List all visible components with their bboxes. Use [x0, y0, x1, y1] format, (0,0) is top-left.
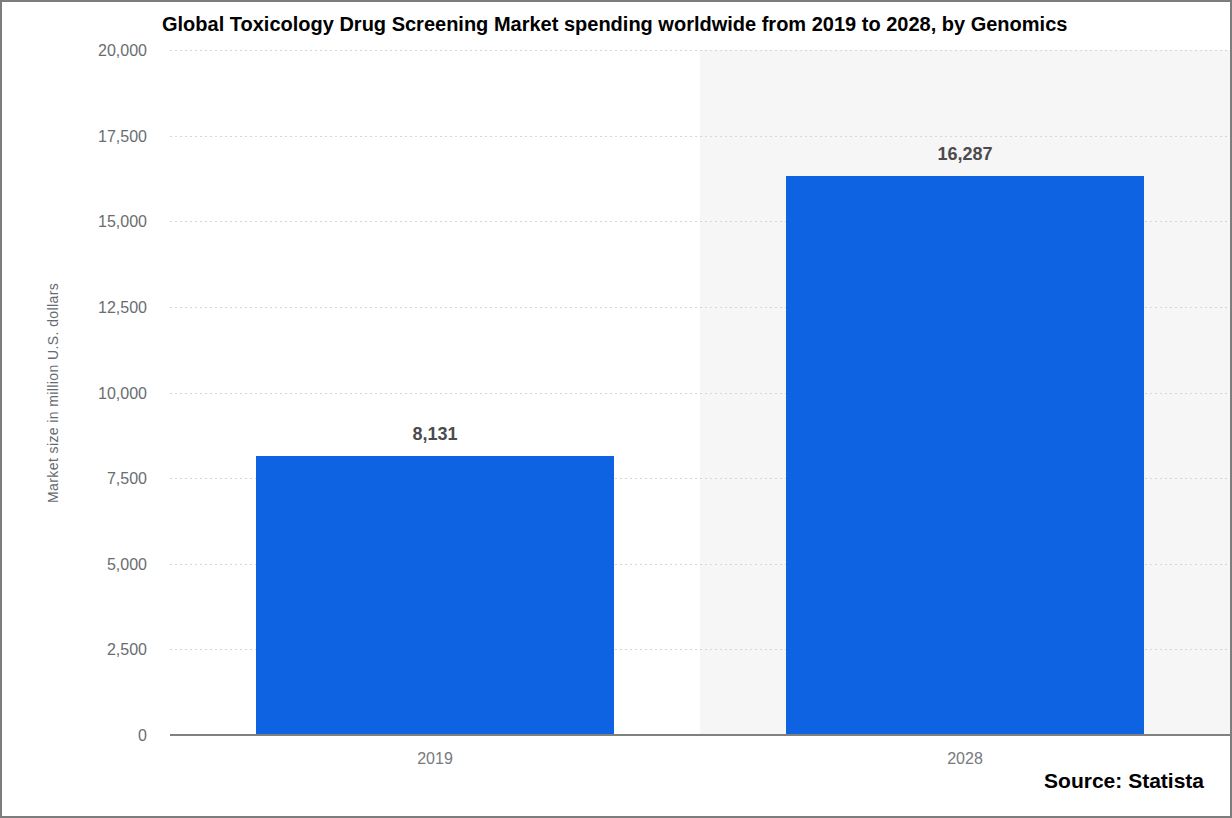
- bar-value-label: 16,287: [855, 144, 1075, 165]
- bar-2019[interactable]: [256, 456, 614, 734]
- y-tick-label: 0: [2, 726, 147, 745]
- y-tick-label: 10,000: [2, 384, 147, 403]
- source-attribution: Source: Statista: [1044, 769, 1204, 793]
- y-tick-label: 15,000: [2, 212, 147, 231]
- chart-frame: Global Toxicology Drug Screening Market …: [0, 0, 1232, 818]
- y-tick-label: 2,500: [2, 640, 147, 659]
- y-tick-label: 20,000: [2, 41, 147, 60]
- y-tick-label: 17,500: [2, 127, 147, 146]
- grid-line: [170, 50, 1230, 51]
- grid-line: [170, 136, 1230, 137]
- x-axis-label-2028: 2028: [855, 750, 1075, 768]
- bar-2028[interactable]: [786, 176, 1144, 734]
- chart-title: Global Toxicology Drug Screening Market …: [162, 13, 1222, 36]
- bar-value-label: 8,131: [325, 424, 545, 445]
- y-tick-label: 7,500: [2, 469, 147, 488]
- y-tick-label: 12,500: [2, 298, 147, 317]
- x-axis-line: [170, 734, 1230, 736]
- x-axis-label-2019: 2019: [325, 750, 545, 768]
- y-tick-label: 5,000: [2, 555, 147, 574]
